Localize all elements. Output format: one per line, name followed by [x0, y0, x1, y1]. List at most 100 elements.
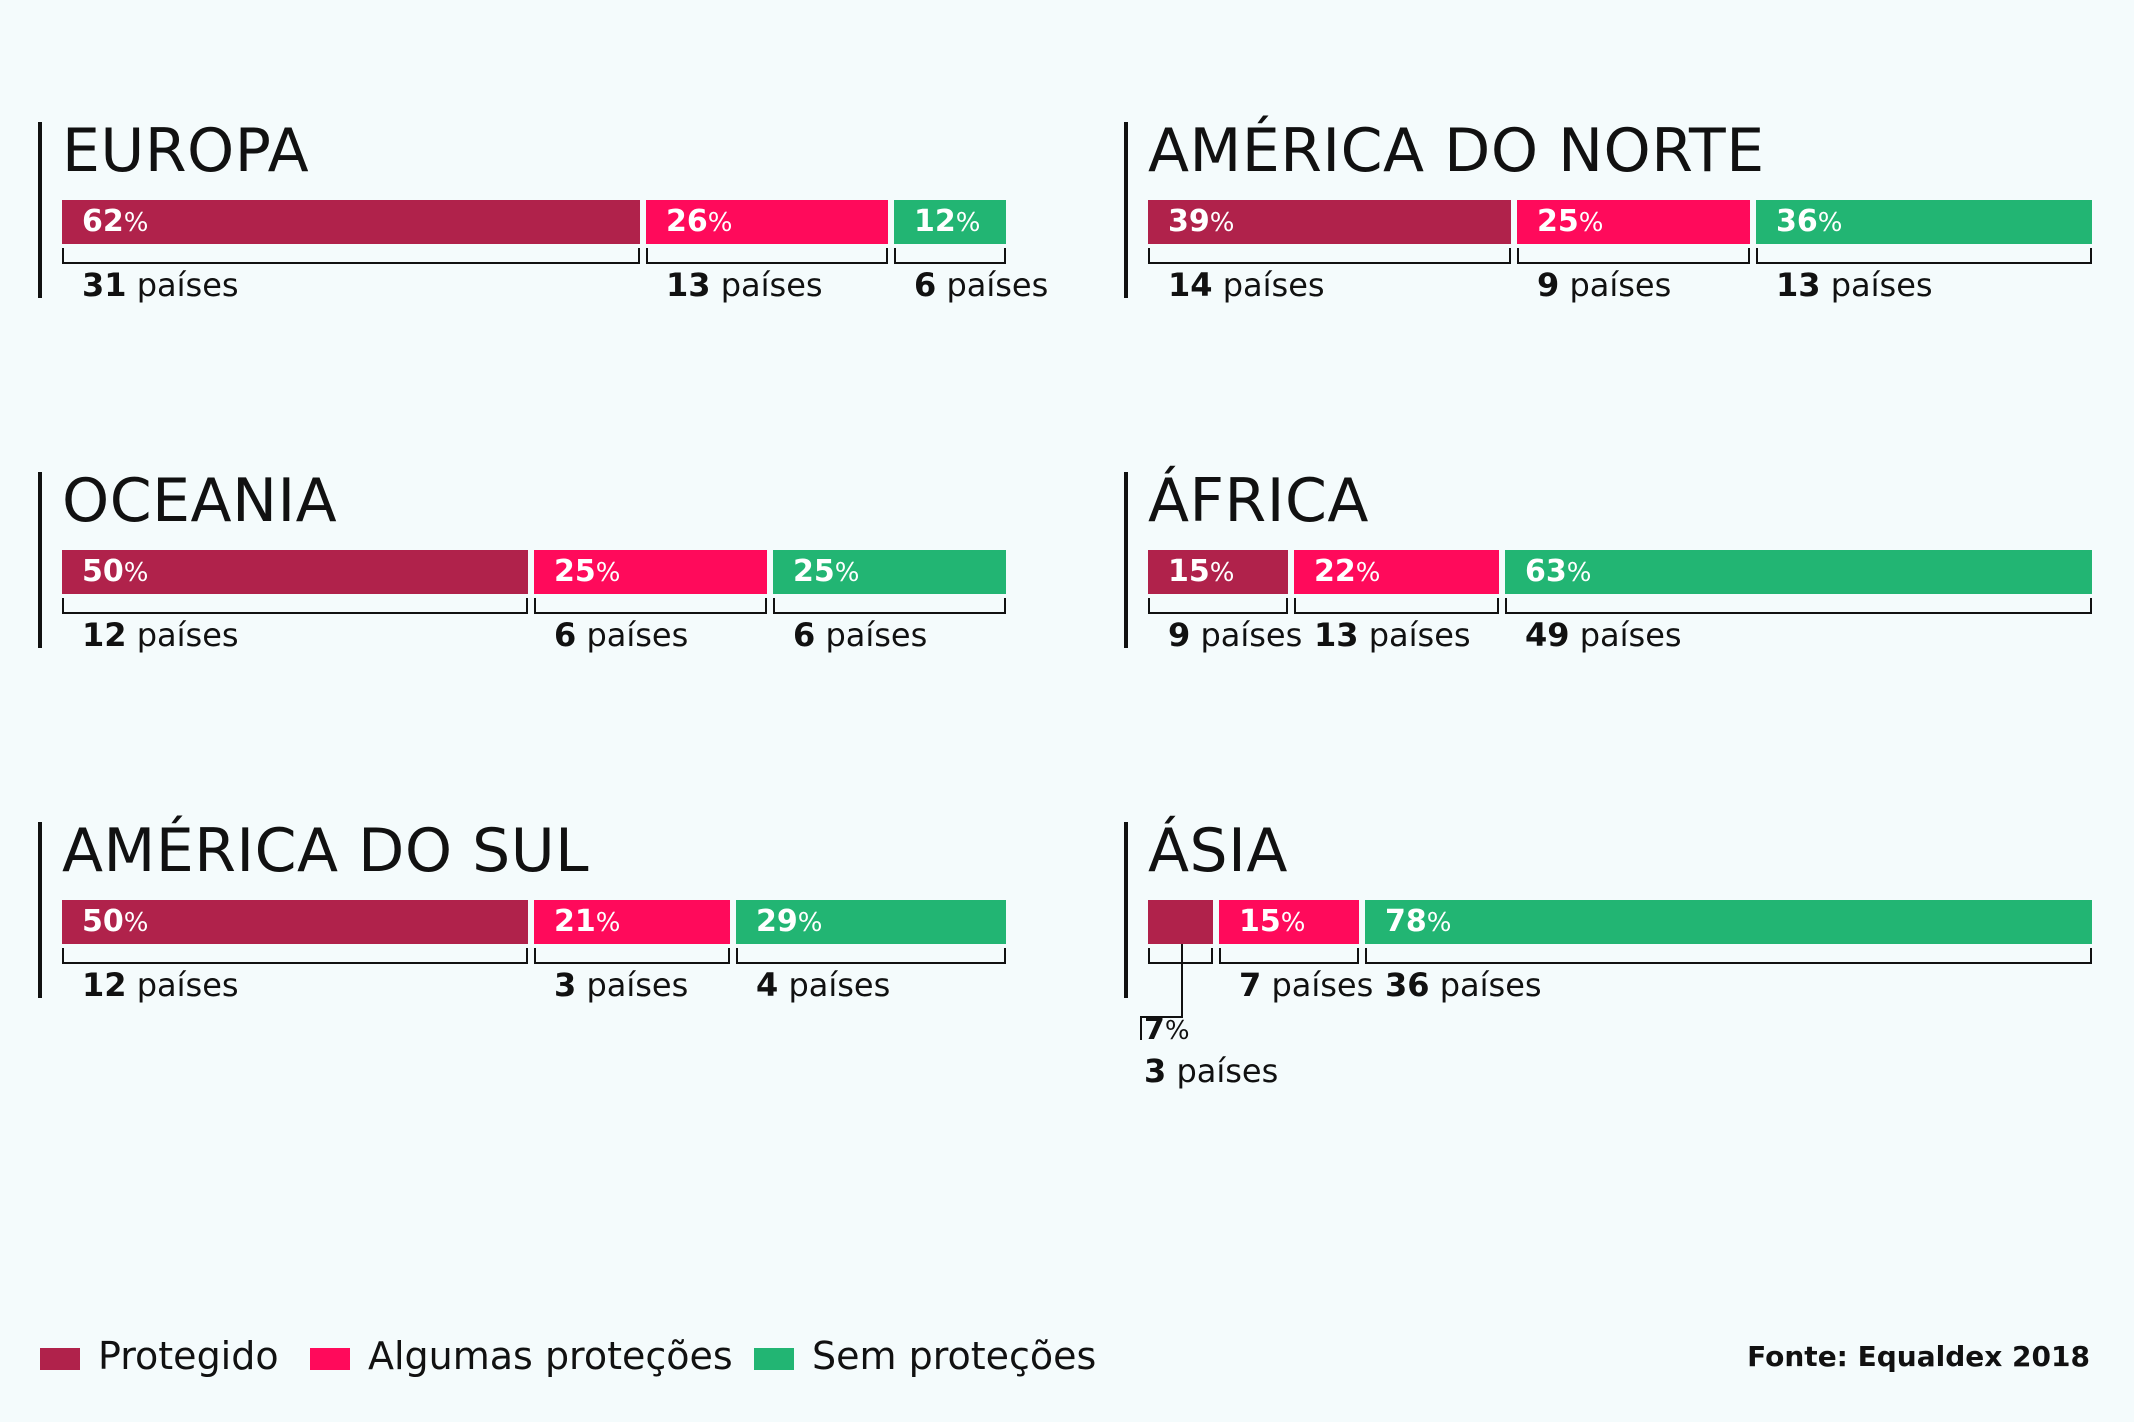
- bar-bracket: [534, 598, 767, 614]
- data-label-countries: 13 países: [1314, 616, 1471, 654]
- data-label-percent: 62%: [82, 204, 149, 239]
- bar-segment-protected: 62%: [62, 200, 640, 244]
- bar-segment-protected: 50%: [62, 550, 528, 594]
- bar-bracket: [1148, 248, 1511, 264]
- data-label-countries: 36 países: [1385, 966, 1542, 1004]
- data-label-countries: 12 países: [82, 966, 239, 1004]
- legend-label-some: Algumas proteções: [368, 1334, 733, 1378]
- legend-swatch-protected: [40, 1348, 80, 1370]
- panel-title: EUROPA: [62, 116, 310, 186]
- bar-segment-none: 36%: [1756, 200, 2092, 244]
- bar-segment-some: 25%: [1517, 200, 1750, 244]
- data-label-countries: 4 países: [756, 966, 891, 1004]
- data-label-countries: 12 países: [82, 616, 239, 654]
- chart-panel: OCEANIA 50% 12 países 25% 6 países 25% 6 paíse…: [38, 466, 1006, 772]
- chart-panel: AMÉRICA DO SUL 50% 12 países 21% 3 países 29%…: [38, 816, 1006, 1122]
- bar-segment-some: 21%: [534, 900, 730, 944]
- bar-bracket: [1294, 598, 1499, 614]
- data-label-countries: 9 países: [1537, 266, 1672, 304]
- data-label-percent: 12%: [914, 204, 981, 239]
- bar-segment-some: 26%: [646, 200, 888, 244]
- data-label-percent: 25%: [793, 554, 860, 589]
- bar-bracket: [1517, 248, 1750, 264]
- data-label-countries: 3 países: [1144, 1052, 1279, 1090]
- data-label-percent: 15%: [1239, 904, 1306, 939]
- data-label-countries: 31 países: [82, 266, 239, 304]
- legend-label-protected: Protegido: [98, 1334, 279, 1378]
- data-label-percent: 29%: [756, 904, 823, 939]
- stacked-bar: 39% 14 países 25% 9 países 36% 13 países: [1148, 200, 2092, 400]
- chart-panel: AMÉRICA DO NORTE 39% 14 países 25% 9 países 3…: [1124, 116, 2092, 422]
- data-label-countries: 13 países: [666, 266, 823, 304]
- bar-bracket: [736, 948, 1006, 964]
- bar-bracket: [894, 248, 1006, 264]
- data-label-countries: 13 países: [1776, 266, 1933, 304]
- data-label-countries: 7 países: [1239, 966, 1374, 1004]
- data-label-percent: 63%: [1525, 554, 1592, 589]
- bar-bracket: [534, 948, 730, 964]
- panel-divider-line: [1124, 822, 1128, 998]
- panel-divider-line: [38, 122, 42, 298]
- bar-segment-some: 22%: [1294, 550, 1499, 594]
- panel-title: AMÉRICA DO NORTE: [1148, 116, 1765, 186]
- bar-bracket: [646, 248, 888, 264]
- bar-segment-none: 63%: [1505, 550, 2092, 594]
- panel-divider-line: [1124, 472, 1128, 648]
- bar-bracket: [1365, 948, 2092, 964]
- chart-panel: ÁFRICA 15% 9 países 22% 13 países 63% 49 paíse…: [1124, 466, 2092, 772]
- data-label-percent: 7%: [1144, 1012, 1190, 1047]
- panel-divider-line: [38, 822, 42, 998]
- data-label-percent: 25%: [554, 554, 621, 589]
- bar-segment-some: 25%: [534, 550, 767, 594]
- data-label-percent: 50%: [82, 904, 149, 939]
- bar-bracket: [1148, 598, 1288, 614]
- bar-bracket: [1219, 948, 1359, 964]
- data-label-countries: 6 países: [793, 616, 928, 654]
- data-label-percent: 25%: [1537, 204, 1604, 239]
- panel-title: ÁFRICA: [1148, 466, 1369, 536]
- legend-swatch-some: [310, 1348, 350, 1370]
- stacked-bar: 7% 3 países 15% 7 países 78% 36 países: [1140, 900, 2092, 1100]
- data-label-countries: 3 países: [554, 966, 689, 1004]
- data-label-percent: 78%: [1385, 904, 1452, 939]
- bar-bracket: [62, 948, 528, 964]
- bar-segment-none: 12%: [894, 200, 1006, 244]
- bar-bracket: [1148, 948, 1213, 964]
- bar-segment-none: 29%: [736, 900, 1006, 944]
- stacked-bar: 15% 9 países 22% 13 países 63% 49 países: [1148, 550, 2092, 750]
- data-label-countries: 6 países: [914, 266, 1049, 304]
- legend-label-none: Sem proteções: [812, 1334, 1097, 1378]
- callout-line: [1140, 1016, 1142, 1040]
- bar-segment-none: 25%: [773, 550, 1006, 594]
- panel-title: ÁSIA: [1148, 816, 1288, 886]
- bar-bracket: [1505, 598, 2092, 614]
- panel-title: AMÉRICA DO SUL: [62, 816, 590, 886]
- panel-divider-line: [1124, 122, 1128, 298]
- data-label-percent: 22%: [1314, 554, 1381, 589]
- bar-bracket: [1756, 248, 2092, 264]
- stacked-bar: 62% 31 países 26% 13 países 12% 6 países: [62, 200, 1048, 400]
- data-label-percent: 39%: [1168, 204, 1235, 239]
- bar-segment-none: 78%: [1365, 900, 2092, 944]
- callout-line: [1140, 1016, 1183, 1018]
- bar-bracket: [62, 598, 528, 614]
- data-label-countries: 14 países: [1168, 266, 1325, 304]
- bar-segment-protected: 15%: [1148, 550, 1288, 594]
- data-label-percent: 15%: [1168, 554, 1235, 589]
- chart-panel: ÁSIA 7% 3 países 15% 7 países 78% 36 países: [1124, 816, 2092, 1122]
- data-label-countries: 9 países: [1168, 616, 1303, 654]
- bar-segment-protected: 39%: [1148, 200, 1511, 244]
- bar-segment-some: 15%: [1219, 900, 1359, 944]
- panel-divider-line: [38, 472, 42, 648]
- source-note: Fonte: Equaldex 2018: [1747, 1340, 2090, 1373]
- stacked-bar: 50% 12 países 21% 3 países 29% 4 países: [62, 900, 1006, 1100]
- stacked-bar: 50% 12 países 25% 6 países 25% 6 países: [62, 550, 1006, 750]
- data-label-countries: 6 países: [554, 616, 689, 654]
- data-label-percent: 26%: [666, 204, 733, 239]
- legend-swatch-none: [754, 1348, 794, 1370]
- callout-line: [1181, 944, 1183, 1018]
- data-label-percent: 50%: [82, 554, 149, 589]
- data-label-percent: 21%: [554, 904, 621, 939]
- bar-bracket: [773, 598, 1006, 614]
- bar-segment-protected: [1148, 900, 1213, 944]
